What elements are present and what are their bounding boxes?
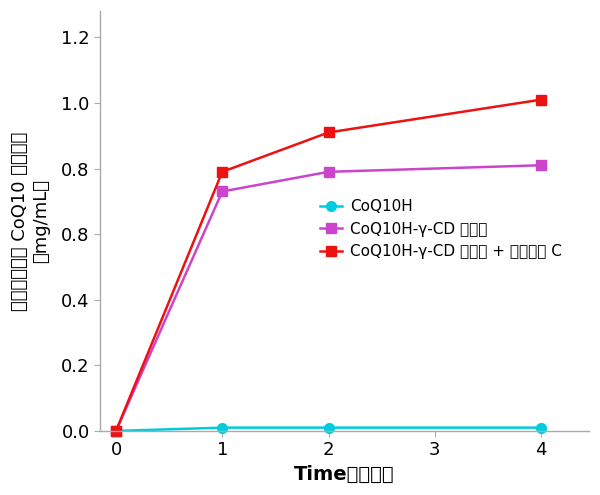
CoQ10H-γ-CD 包接体 + ビタミン C (538, 97, 545, 102)
CoQ10H-γ-CD 包接体 (325, 169, 332, 175)
CoQ10H (325, 425, 332, 431)
CoQ10H (218, 425, 226, 431)
CoQ10H (538, 425, 545, 431)
CoQ10H-γ-CD 包接体 + ビタミン C (112, 428, 119, 434)
Legend: CoQ10H, CoQ10H-γ-CD 包接体, CoQ10H-γ-CD 包接体 + ビタミン C: CoQ10H, CoQ10H-γ-CD 包接体, CoQ10H-γ-CD 包接体… (315, 195, 566, 264)
CoQ10H-γ-CD 包接体 (218, 189, 226, 195)
Line: CoQ10H: CoQ10H (111, 423, 546, 436)
Y-axis label: 人口腸液への CoQ10 の溶解性
（mg/mL）: 人口腸液への CoQ10 の溶解性 （mg/mL） (11, 131, 50, 311)
CoQ10H-γ-CD 包接体 (112, 428, 119, 434)
CoQ10H-γ-CD 包接体 (538, 162, 545, 168)
Line: CoQ10H-γ-CD 包接体: CoQ10H-γ-CD 包接体 (111, 160, 546, 436)
CoQ10H-γ-CD 包接体 + ビタミン C (325, 130, 332, 136)
Line: CoQ10H-γ-CD 包接体 + ビタミン C: CoQ10H-γ-CD 包接体 + ビタミン C (111, 95, 546, 436)
CoQ10H-γ-CD 包接体 + ビタミン C (218, 169, 226, 175)
CoQ10H (112, 428, 119, 434)
X-axis label: Time（時間）: Time（時間） (294, 465, 395, 484)
